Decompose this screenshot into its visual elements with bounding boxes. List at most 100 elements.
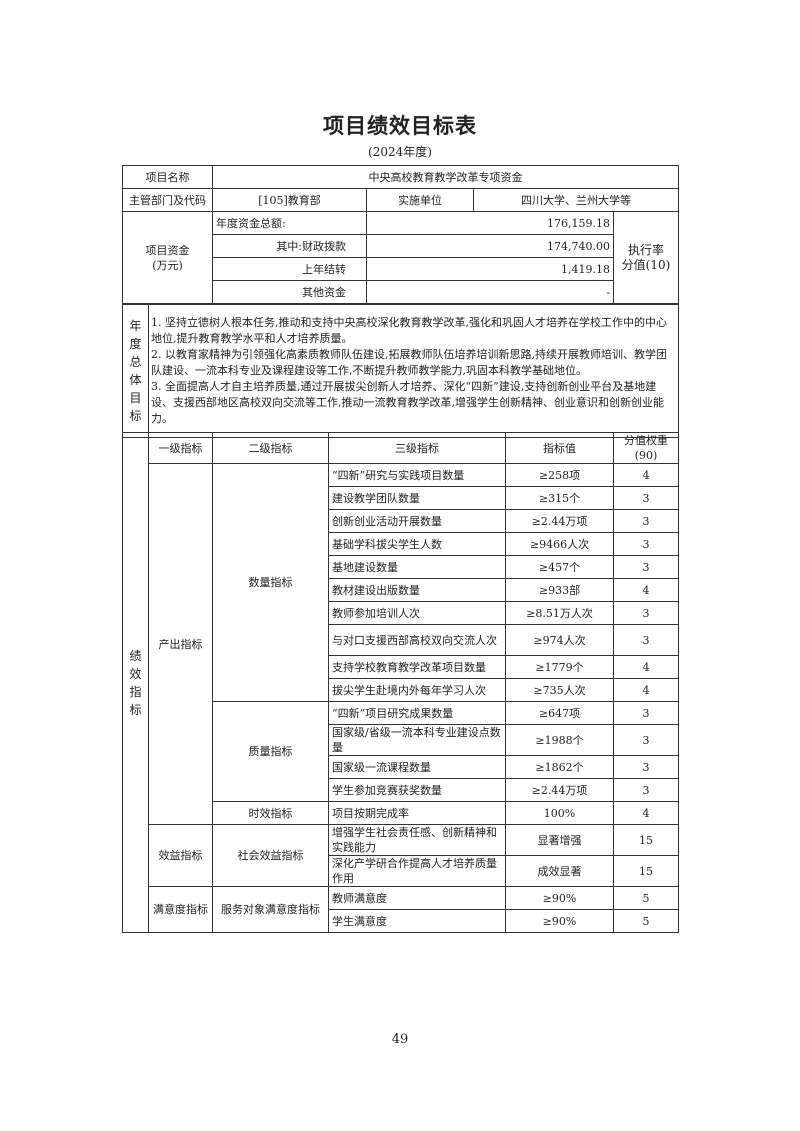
indicator-row: 支持学校教育教学改革项目数量 ≥1779个 4 [123,655,679,679]
indicator-weight: 3 [613,601,679,625]
indicator-weight: 4 [613,655,679,679]
level3-indicator: 基础学科拔尖学生人数 [328,532,506,556]
indicators-label: 绩效指标 [129,648,142,717]
indicator-value: ≥9466人次 [505,532,614,556]
indicator-row: 效益指标 社会效益指标 增强学生社会责任感、创新精神和实践能力 显著增强 15 [123,824,679,887]
unit-label: 实施单位 [366,188,474,212]
exec-rate-score: 分值(10) [621,257,671,272]
funds-label-cell: 项目资金 (万元) [122,211,213,304]
level1-indicator: 产出指标 [148,463,213,825]
annual-goals-label-cell: 年度总体目标 [122,304,149,438]
page-number: 49 [391,1032,409,1047]
indicator-weight: 15 [613,855,679,887]
funds-fiscal-row: 其中:财政拨款 174,740.00 [123,234,679,258]
indicator-weight: 15 [613,824,679,856]
indicators-header-row: 绩效指标 一级指标 二级指标 三级指标 指标值 分值权重(90) [122,432,679,933]
indicator-weight: 3 [613,555,679,579]
indicator-row: 教材建设出版数量 ≥933部 4 [123,578,679,602]
column-header: 分值权重(90) [613,432,679,464]
funds-fiscal-label: 其中:财政拨款 [212,234,367,258]
indicator-value: ≥258项 [505,463,614,487]
indicator-weight: 3 [613,778,679,802]
column-header: 二级指标 [212,432,329,464]
funds-total: 176,159.18 [366,211,614,235]
indicator-weight: 3 [613,755,679,779]
goal-item: 2. 以教育家精神为引领强化高素质教师队伍建设,拓展教师队伍培养培训新思路,持续… [151,348,667,377]
indicator-row: 拔尖学生赴境内外每年学习人次 ≥735人次 4 [123,678,679,702]
column-header: 三级指标 [328,432,506,464]
indicator-weight: 3 [613,532,679,556]
goal-item: 1. 坚持立德树人根本任务,推动和支持中央高校深化教育教学改革,强化和巩固人才培… [151,316,667,345]
level2-indicator: 服务对象满意度指标 [212,886,329,933]
indicator-weight: 3 [613,486,679,510]
level3-indicator: 项目按期完成率 [328,801,506,825]
dept-row: 主管部门及代码 [105]教育部 实施单位 四川大学、兰州大学等 [122,188,679,212]
funds-carryover-row: 上年结转 1,419.18 [123,257,679,281]
level3-indicator: 教师满意度 [328,886,506,910]
indicator-row: 学生满意度 ≥90% 5 [123,909,679,933]
indicator-value: ≥8.51万人次 [505,601,614,625]
annual-goals-content: 1. 坚持立德树人根本任务,推动和支持中央高校深化教育教学改革,强化和巩固人才培… [148,304,679,438]
indicator-value: ≥647项 [505,701,614,725]
indicator-value: ≥2.44万项 [505,509,614,533]
level2-indicator: 质量指标 [212,701,329,802]
indicator-value: ≥1779个 [505,655,614,679]
level3-indicator: 国家级一流课程数量 [328,755,506,779]
funds-total-label: 年度资金总额: [212,211,367,235]
indicator-weight: 4 [613,578,679,602]
level3-indicator: 学生满意度 [328,909,506,933]
level2-indicator: 社会效益指标 [212,824,329,887]
indicator-value: ≥315个 [505,486,614,510]
indicator-row: 与对口支援西部高校双向交流人次 ≥974人次 3 [123,624,679,656]
indicator-value: ≥457个 [505,555,614,579]
level3-indicator: 教材建设出版数量 [328,578,506,602]
annual-goals-table: 年度总体目标 1. 坚持立德树人根本任务,推动和支持中央高校深化教育教学改革,强… [122,304,679,438]
level2-indicator: 时效指标 [212,801,329,825]
level3-indicator: 国家级/省级一流本科专业建设点数量 [328,724,506,756]
indicator-weight: 3 [613,701,679,725]
indicator-weight: 5 [613,886,679,910]
funds-label: 项目资金 [145,243,190,257]
page-subtitle: (2024年度) [368,145,432,159]
indicator-row: 基地建设数量 ≥457个 3 [123,555,679,579]
level3-indicator: 创新创业活动开展数量 [328,509,506,533]
indicator-value: ≥90% [505,909,614,933]
column-header: 指标值 [505,432,614,464]
funds-carryover: 1,419.18 [366,257,614,281]
indicator-value: ≥933部 [505,578,614,602]
project-name-row: 项目名称 中央高校教育教学改革专项资金 [122,165,679,189]
indicator-weight: 4 [613,678,679,702]
level3-indicator: 与对口支援西部高校双向交流人次 [328,624,506,656]
indicator-row: 教师参加培训人次 ≥8.51万人次 3 [123,601,679,625]
level3-indicator: “四新”研究与实践项目数量 [328,463,506,487]
indicator-value: ≥90% [505,886,614,910]
indicators-label-cell: 绩效指标 [122,432,149,933]
level3-indicator: 学生参加竞赛获奖数量 [328,778,506,802]
funds-fiscal: 174,740.00 [366,234,614,258]
dept-value: [105]教育部 [212,188,367,212]
indicator-value: ≥2.44万项 [505,778,614,802]
project-name-label: 项目名称 [122,165,213,189]
indicator-weight: 4 [613,463,679,487]
indicator-weight: 3 [613,724,679,756]
column-header: 一级指标 [148,432,213,464]
level1-indicator: 满意度指标 [148,886,213,933]
indicator-row: 满意度指标 服务对象满意度指标 教师满意度 ≥90% 5 [123,886,679,933]
indicator-weight: 5 [613,909,679,933]
indicator-weight: 3 [613,509,679,533]
level3-indicator: 深化产学研合作提高人才培养质量作用 [328,855,506,887]
level3-indicator: “四新”项目研究成果数量 [328,701,506,725]
performance-indicators-table: 绩效指标 一级指标 二级指标 三级指标 指标值 分值权重(90) 产出指标 数量指标 “四新”研… [122,432,679,933]
level3-indicator: 拔尖学生赴境内外每年学习人次 [328,678,506,702]
indicator-value: 成效显著 [505,855,614,887]
indicator-row: 创新创业活动开展数量 ≥2.44万项 3 [123,509,679,533]
funds-other-label: 其他资金 [212,280,367,304]
indicator-value: 100% [505,801,614,825]
funds-other: - [366,280,614,304]
indicator-value: 显著增强 [505,824,614,856]
project-info-table: 项目名称 中央高校教育教学改革专项资金 主管部门及代码 [105]教育部 实施单… [122,165,679,304]
indicator-value: ≥1862个 [505,755,614,779]
level3-indicator: 教师参加培训人次 [328,601,506,625]
funds-carryover-label: 上年结转 [212,257,367,281]
indicator-value: ≥1988个 [505,724,614,756]
